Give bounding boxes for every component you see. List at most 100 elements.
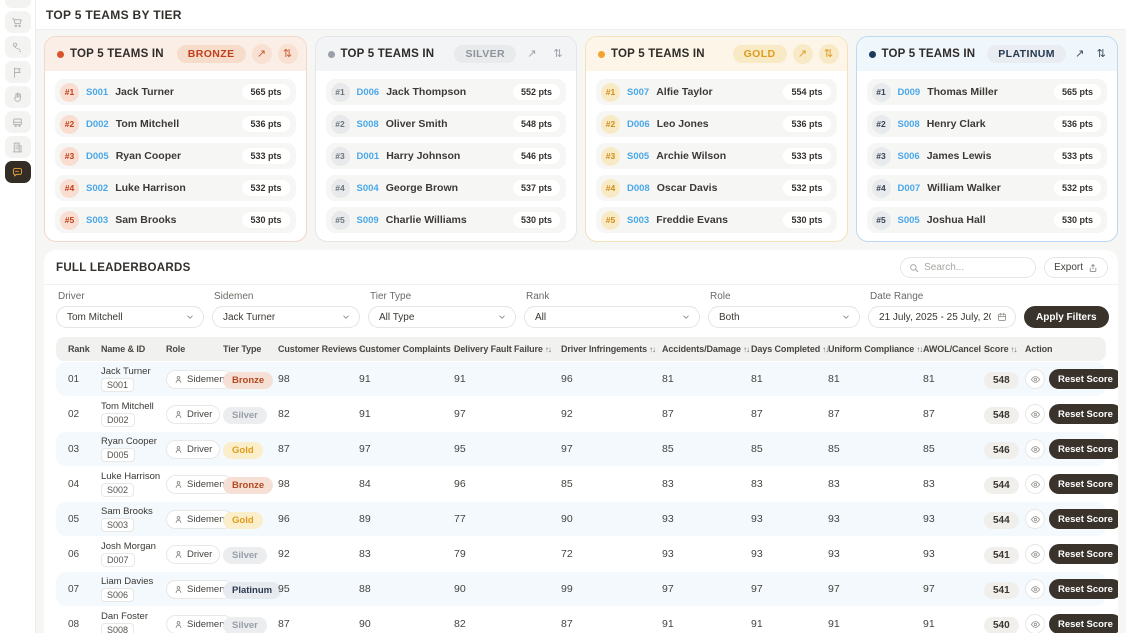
table-row: 03 Ryan Cooper D005 Driver Gold 87 97 95 97…: [56, 432, 1118, 466]
sidebar-item[interactable]: [4, 36, 31, 58]
view-icon[interactable]: [1025, 404, 1045, 424]
member-name: Sam Brooks: [101, 506, 153, 517]
column-header[interactable]: Days Completed ↑↓: [751, 344, 829, 354]
reset-score-button[interactable]: Reset Score: [1049, 474, 1118, 494]
view-icon[interactable]: [1025, 474, 1045, 494]
reset-score-button[interactable]: Reset Score: [1049, 439, 1118, 459]
metric-cell: 95: [278, 583, 290, 595]
metric-cell: 93: [828, 513, 840, 525]
column-header[interactable]: Customer Complaints ↑↓: [359, 344, 460, 354]
filter-value: 21 July, 2025 - 25 July, 2025: [879, 311, 991, 323]
column-header[interactable]: AWOL/Cancel ↑↓: [923, 344, 990, 354]
sidebar-item[interactable]: [4, 61, 31, 83]
column-header: Role: [166, 344, 186, 354]
filters-row: Driver Tom Mitchell Sidemen Jack Turner …: [44, 285, 1118, 337]
table-row: 04 Luke Harrison S002 Sidemen Bronze 98 8…: [56, 467, 1118, 501]
cell-action: Reset Score: [1025, 579, 1118, 599]
tier-badge: Gold: [223, 441, 263, 459]
metric-cell: 91: [923, 618, 935, 630]
cell-action: Reset Score: [1025, 404, 1118, 424]
sidebar-item[interactable]: [4, 161, 31, 183]
column-header[interactable]: Accidents/Damage ↑↓: [662, 344, 750, 354]
sidebar-item[interactable]: [4, 11, 31, 33]
person-icon: [174, 620, 183, 629]
column-header[interactable]: Uniform Compliance ↑↓: [828, 344, 923, 354]
filter-control[interactable]: Jack Turner: [212, 306, 360, 328]
chevron-down-icon: [841, 312, 851, 322]
filter-control[interactable]: All: [524, 306, 700, 328]
building-icon: [11, 141, 24, 154]
sort-icon[interactable]: ⇅: [277, 44, 298, 64]
export-button[interactable]: Export: [1044, 257, 1108, 278]
sort-icon[interactable]: ⇅: [818, 44, 839, 64]
view-icon[interactable]: [1025, 614, 1045, 633]
reset-score-button[interactable]: Reset Score: [1049, 614, 1118, 633]
view-icon[interactable]: [1025, 509, 1045, 529]
reset-score-button[interactable]: Reset Score: [1049, 544, 1118, 564]
view-icon[interactable]: [1025, 439, 1045, 459]
sidebar-item[interactable]: [4, 0, 31, 8]
column-sort-icon: ↑↓: [742, 345, 750, 354]
reset-score-button[interactable]: Reset Score: [1049, 369, 1118, 389]
tier-badge: PLATINUM: [987, 45, 1066, 63]
points-badge: 536 pts: [1053, 116, 1101, 132]
metric-cell: 91: [751, 618, 763, 630]
sidebar-item[interactable]: [4, 111, 31, 133]
view-icon[interactable]: [1025, 579, 1045, 599]
metric-cell: 83: [923, 478, 935, 490]
cell-tier: Bronze: [223, 370, 275, 389]
column-header[interactable]: Driver Infringements ↑↓: [561, 344, 656, 354]
column-header: Action: [1025, 344, 1053, 354]
column-header[interactable]: Delivery Fault Failure ↑↓: [454, 344, 552, 354]
reset-score-button[interactable]: Reset Score: [1049, 509, 1118, 529]
table-row: 07 Liam Davies S006 Sidemen Platinum 95 8…: [56, 572, 1118, 606]
column-sort-icon: ↑↓: [544, 345, 552, 354]
filter-control[interactable]: All Type: [368, 306, 516, 328]
expand-arrow-icon[interactable]: ↗: [1072, 44, 1088, 64]
reset-score-button[interactable]: Reset Score: [1049, 404, 1118, 424]
view-icon[interactable]: [1025, 544, 1045, 564]
filter-control[interactable]: Both: [708, 306, 860, 328]
sort-icon[interactable]: ⇅: [1093, 44, 1109, 64]
tier-list-item: #1 S007 Alfie Taylor 554 pts: [596, 79, 837, 105]
sort-icon[interactable]: ⇅: [548, 44, 568, 64]
filter-date-range: Date Range 21 July, 2025 - 25 July, 2025: [868, 291, 1016, 328]
filter-control[interactable]: Tom Mitchell: [56, 306, 204, 328]
member-name: Ryan Cooper: [101, 436, 157, 447]
view-icon[interactable]: [1025, 369, 1045, 389]
filter-value: All: [535, 311, 547, 323]
metric-cell: 90: [454, 583, 466, 595]
filter-label: Date Range: [870, 291, 924, 302]
metric-cell: 91: [359, 373, 371, 385]
search-input[interactable]: [924, 262, 1028, 273]
topbar: TOP 5 TEAMS BY TIER: [36, 0, 1126, 30]
metric-cell: 93: [751, 513, 763, 525]
table-row: 02 Tom Mitchell D002 Driver Silver 82 91 9…: [56, 397, 1118, 431]
filter-value: Both: [719, 311, 740, 323]
metric-cell: 98: [278, 373, 290, 385]
reset-score-button[interactable]: Reset Score: [1049, 579, 1118, 599]
score-badge: 546: [984, 441, 1019, 459]
member-id: S008: [101, 623, 135, 633]
cell-score: 541: [984, 545, 1022, 564]
share-icon: [1088, 263, 1098, 273]
expand-arrow-icon[interactable]: ↗: [792, 44, 813, 64]
cell-role: Sidemen: [166, 474, 233, 494]
metric-cell: 91: [359, 408, 371, 420]
filter-control[interactable]: 21 July, 2025 - 25 July, 2025: [868, 306, 1016, 328]
column-header[interactable]: Customer Reviews ↑↓: [278, 344, 366, 354]
apply-filters-button[interactable]: Apply Filters: [1024, 306, 1109, 328]
expand-arrow-icon[interactable]: ↗: [522, 44, 542, 64]
cell-role: Driver: [166, 404, 221, 424]
sidebar-item[interactable]: [4, 86, 31, 108]
metric-cell: 83: [751, 478, 763, 490]
member-name: Dan Foster: [101, 611, 148, 622]
column-sort-icon: ↑↓: [358, 345, 366, 354]
tier-card: TOP 5 TEAMS IN PLATINUM ↗ ⇅ #1 D009 Thom…: [855, 36, 1118, 242]
column-header[interactable]: Score ↑↓: [984, 344, 1018, 354]
expand-arrow-icon[interactable]: ↗: [251, 44, 272, 64]
sidebar-item[interactable]: [4, 136, 31, 158]
person-icon: [174, 585, 183, 594]
cell-action: Reset Score: [1025, 509, 1118, 529]
tier-cards-row: TOP 5 TEAMS IN BRONZE ↗ ⇅ #1 S001 Jack T…: [36, 30, 1126, 248]
